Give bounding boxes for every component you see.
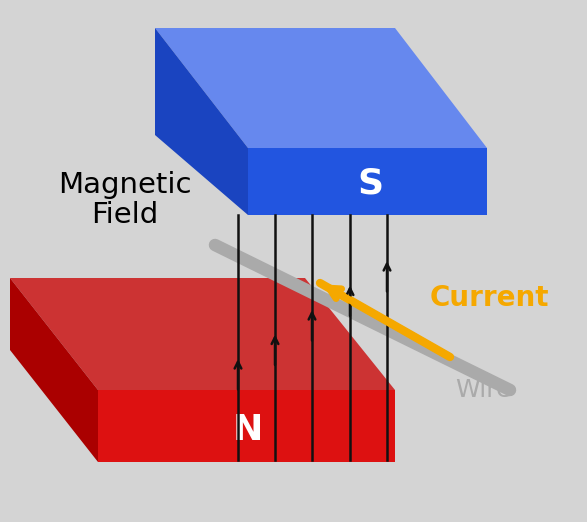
Text: S: S	[357, 166, 383, 200]
Text: Field: Field	[92, 201, 158, 229]
Polygon shape	[10, 278, 98, 462]
Text: Current: Current	[430, 284, 549, 312]
Polygon shape	[98, 390, 395, 462]
Text: N: N	[233, 413, 263, 447]
Text: Magnetic: Magnetic	[58, 171, 192, 199]
Polygon shape	[248, 148, 487, 215]
Polygon shape	[155, 28, 487, 148]
Polygon shape	[155, 28, 248, 215]
Text: Wire: Wire	[455, 378, 511, 402]
Polygon shape	[10, 278, 395, 390]
